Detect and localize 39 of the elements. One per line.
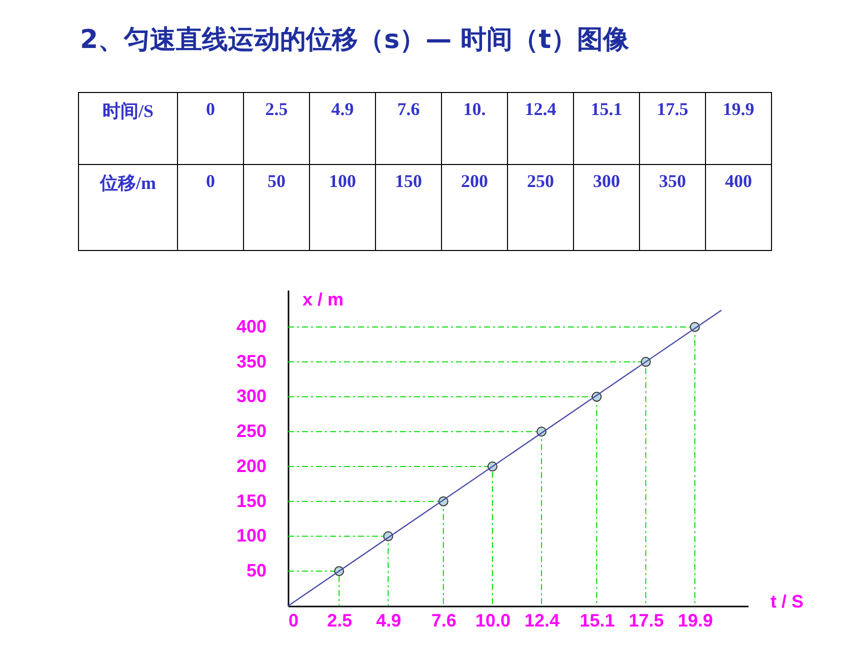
text: 12.4 — [508, 92, 574, 164]
text: 100 — [310, 164, 376, 250]
y-tick-label: 300 — [236, 386, 266, 406]
text: 2、匀速直线运动的位移（s）— 时间（t）图像 — [80, 24, 630, 57]
text: 0 — [178, 164, 244, 250]
x-tick-label: 2.5 — [327, 610, 352, 630]
text: 4.9 — [310, 92, 376, 164]
text: 7.6 — [376, 92, 442, 164]
text: 350 — [640, 164, 706, 250]
y-tick-label: 100 — [236, 526, 266, 546]
y-tick-label: 150 — [236, 490, 266, 511]
y-tick-label: 250 — [236, 421, 266, 442]
x-tick-label: 15.1 — [580, 610, 615, 630]
text: 2.5 — [244, 92, 310, 164]
text: 位移/m — [78, 164, 178, 250]
y-tick-label: 200 — [236, 456, 266, 476]
text: 0 — [178, 92, 244, 164]
x-tick-label: 10.0 — [475, 610, 510, 630]
text: 15.1 — [574, 92, 640, 164]
text: 300 — [574, 164, 640, 250]
text: 17.5 — [640, 92, 706, 164]
x-tick-label: 12.4 — [524, 610, 560, 630]
x-tick-label: 4.9 — [376, 610, 402, 630]
text: 150 — [376, 164, 442, 250]
text: 19.9 — [706, 92, 772, 164]
text: 400 — [706, 164, 772, 250]
x-axis-title: t / S — [770, 592, 804, 612]
text: 200 — [442, 164, 508, 250]
text: 时间/S — [78, 92, 178, 164]
x-tick-label: 7.6 — [431, 610, 456, 630]
x-tick-label: 19.9 — [678, 610, 713, 630]
y-tick-label: 400 — [236, 316, 266, 336]
text: 250 — [508, 164, 574, 250]
text: 10. — [442, 92, 508, 164]
x-tick-label: 17.5 — [628, 610, 664, 630]
y-tick-label: 350 — [236, 351, 266, 372]
y-axis-title: x / m — [302, 290, 344, 310]
x-tick-label: 0 — [288, 610, 299, 630]
y-tick-label: 50 — [246, 560, 266, 581]
